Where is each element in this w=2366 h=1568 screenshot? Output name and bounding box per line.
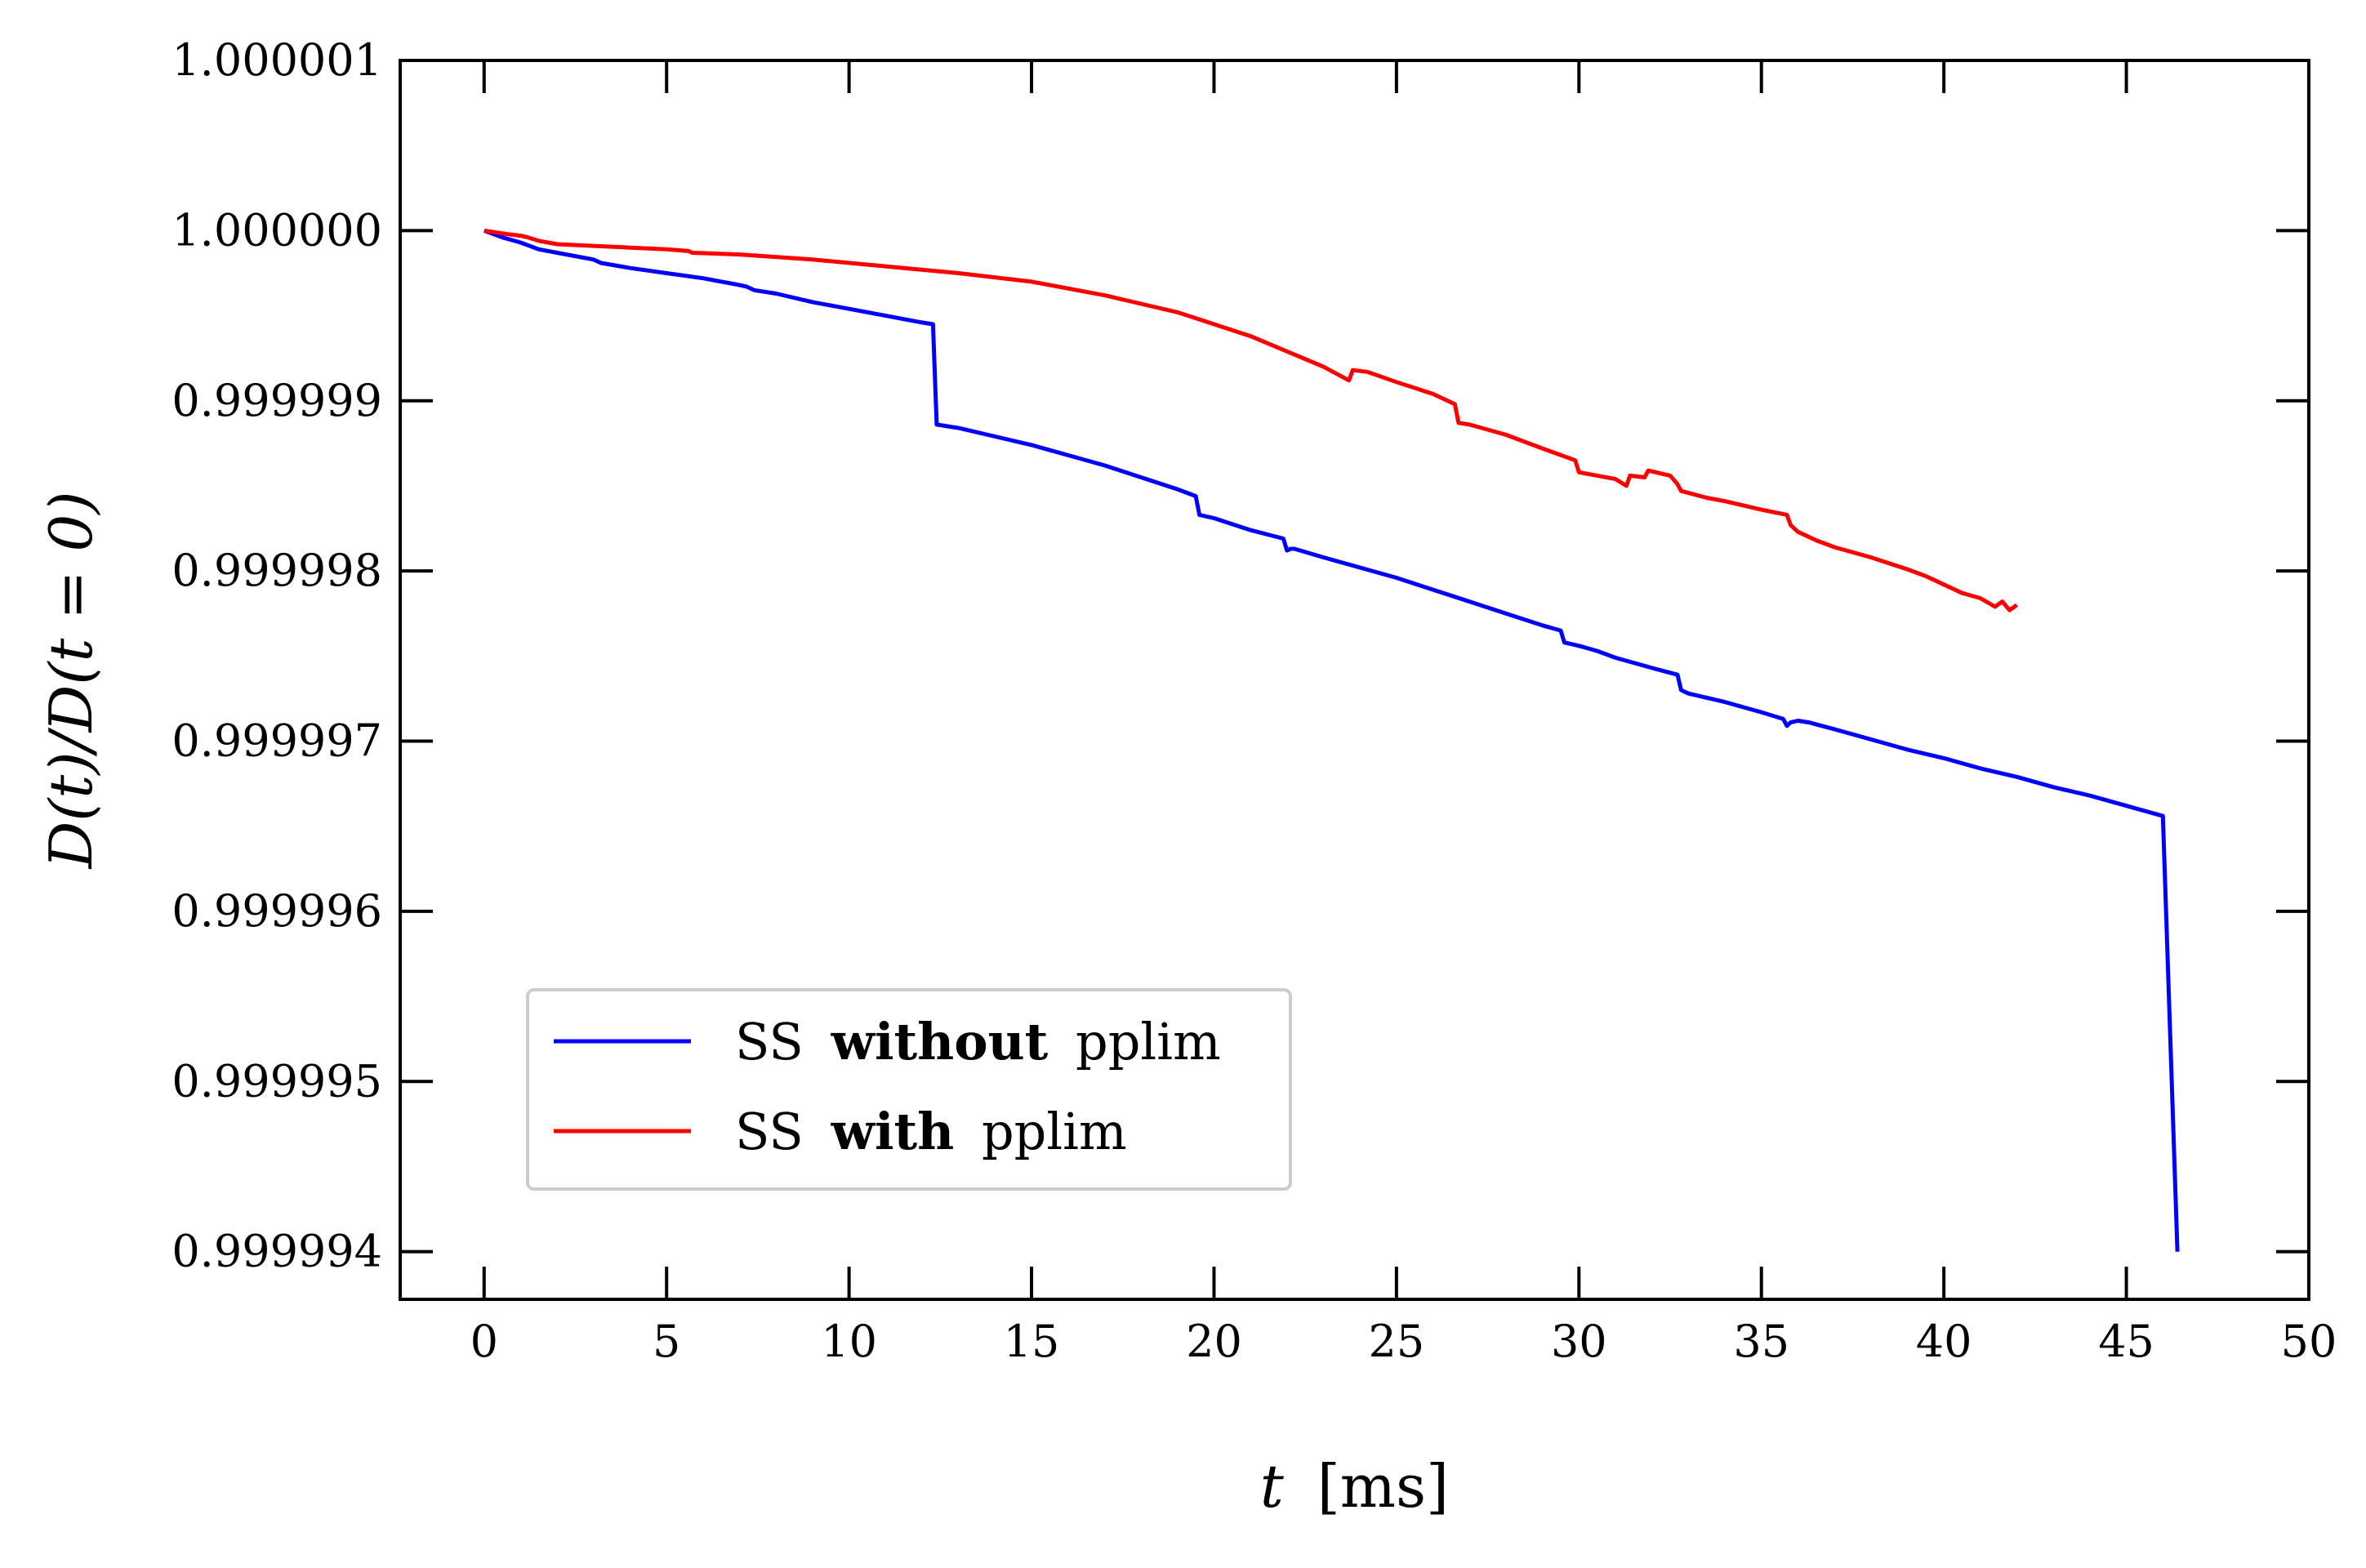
x-tick-label: 15 <box>1004 1316 1060 1367</box>
x-tick-label: 50 <box>2281 1316 2337 1367</box>
y-axis-label: D(t)/D(t = 0) <box>37 492 105 871</box>
legend: SS without pplim SS with pplim <box>526 988 1292 1191</box>
y-tick-label: 1.000001 <box>172 34 382 86</box>
x-tick-label: 5 <box>653 1316 680 1367</box>
x-tick-label: 40 <box>1916 1316 1972 1367</box>
x-tick-label: 30 <box>1551 1316 1607 1367</box>
series-line-without-pplim <box>483 229 2180 1252</box>
y-tick-label: 0.999997 <box>172 715 382 767</box>
x-tick-label: 25 <box>1369 1316 1425 1367</box>
y-tick-label: 0.999995 <box>172 1055 382 1107</box>
x-tick-label: 35 <box>1733 1316 1789 1367</box>
y-tick-label: 1.000000 <box>172 204 382 256</box>
x-tick-label: 0 <box>470 1316 498 1367</box>
x-tick-label: 20 <box>1186 1316 1242 1367</box>
ticks-layer: 0 5 10 15 20 25 30 35 40 45 50 0.999994 0.999995 0.99… <box>172 34 2337 1367</box>
legend-box <box>526 988 1292 1191</box>
series-line-with-pplim <box>483 228 2018 612</box>
x-tick-label: 45 <box>2098 1316 2154 1367</box>
y-tick-label: 0.999994 <box>172 1226 382 1277</box>
legend-label-without-pplim: SS without pplim <box>735 1012 1221 1071</box>
x-tick-label: 10 <box>821 1316 877 1367</box>
y-tick-label: 0.999998 <box>172 545 382 596</box>
y-tick-label: 0.999999 <box>172 375 382 426</box>
x-axis-label: t [ms] <box>1260 1452 1449 1521</box>
series-layer <box>483 228 2180 1252</box>
plot-frame <box>399 59 2310 1301</box>
legend-label-with-pplim: SS with pplim <box>735 1102 1127 1161</box>
y-tick-label: 0.999996 <box>172 885 382 937</box>
